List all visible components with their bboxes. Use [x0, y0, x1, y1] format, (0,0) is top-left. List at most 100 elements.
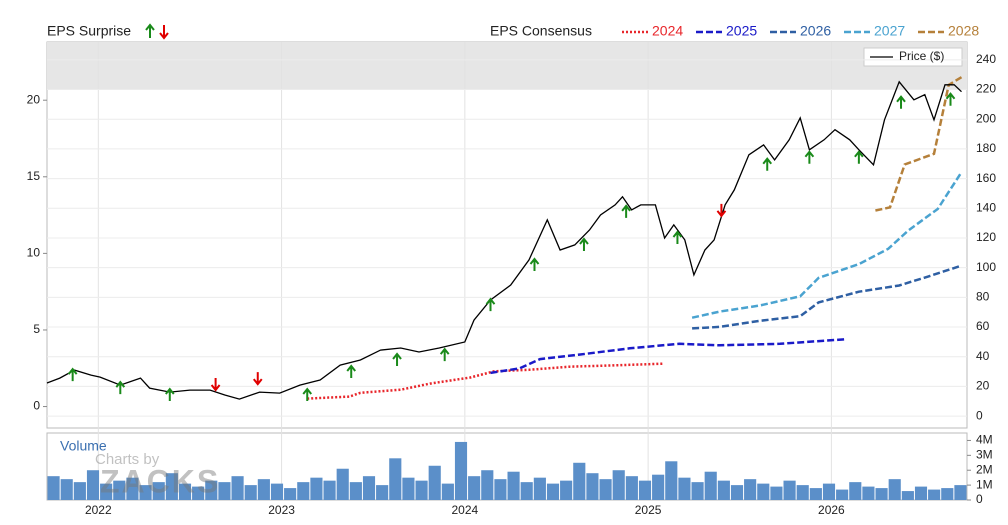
volume-bar [665, 461, 678, 500]
volume-bar [139, 485, 152, 500]
down-arrow-icon [159, 25, 169, 40]
surprise-arrow [439, 347, 450, 362]
volume-bar [573, 462, 586, 500]
volume-tick-label: 1M [976, 477, 993, 491]
volume-bar [389, 458, 402, 500]
volume-bar [901, 491, 914, 500]
volume-tick-label: 3M [976, 448, 993, 462]
volume-bar [599, 479, 612, 500]
surprise-arrow [621, 204, 631, 218]
surprise-arrow [529, 257, 540, 271]
legend-label: 2028 [948, 23, 979, 39]
y-tick-label: 10 [27, 246, 41, 260]
volume-bar [928, 489, 941, 500]
up-arrow-icon [145, 23, 155, 38]
surprise-arrow [804, 150, 815, 164]
surprise-arrow [115, 380, 126, 395]
volume-bar [862, 486, 875, 500]
volume-bar [402, 477, 415, 500]
volume-bar [297, 482, 310, 500]
volume-bar [809, 488, 822, 500]
top-band [47, 42, 967, 90]
volume-bar [47, 476, 60, 500]
consensus-label: EPS Consensus [490, 23, 592, 39]
volume-bar [770, 486, 783, 500]
volume-bar [73, 482, 86, 500]
volume-bar [86, 470, 100, 500]
legend-label: 2025 [726, 23, 757, 39]
volume-bar [126, 477, 139, 500]
volume-bar [836, 489, 849, 500]
surprise-arrow [896, 95, 906, 109]
volume-tick-label: 2M [976, 462, 993, 476]
volume-bar [954, 485, 967, 500]
surprise-arrow [302, 387, 313, 402]
y-tick-label: 5 [33, 322, 40, 336]
volume-bar [481, 470, 494, 500]
x-tick-label: 2026 [818, 503, 845, 517]
volume-bar [428, 465, 441, 500]
volume-bar [586, 473, 599, 500]
volume-bar [376, 485, 389, 500]
volume-bar [231, 476, 244, 500]
volume-bar [192, 486, 205, 500]
volume-tick-label: 0 [976, 492, 983, 506]
watermark: Charts by [95, 451, 160, 468]
x-tick-label: 2023 [268, 503, 295, 517]
legend-label: 2027 [874, 23, 905, 39]
volume-bar [757, 483, 770, 500]
surprise-arrow [346, 364, 357, 379]
series-line [875, 76, 963, 212]
volume-bar [454, 441, 468, 500]
y2-tick-label: 220 [976, 82, 996, 96]
plot-area [46, 41, 968, 429]
volume-bar [270, 483, 284, 500]
volume-bar [941, 488, 954, 500]
volume-bar [638, 480, 652, 500]
y2-tick-label: 0 [976, 408, 983, 422]
volume-bar [415, 480, 428, 500]
volume-bar [914, 486, 928, 500]
volume-bar [560, 480, 573, 500]
volume-bar [494, 479, 507, 500]
surprise-arrow [579, 237, 589, 251]
x-tick-label: 2024 [451, 503, 478, 517]
volume-bar [362, 476, 376, 500]
volume-bar [323, 480, 336, 500]
volume-bar [218, 482, 231, 500]
y2-tick-label: 20 [976, 379, 990, 393]
volume-bar [533, 477, 546, 500]
y2-tick-label: 200 [976, 111, 996, 125]
surprise-arrow [165, 387, 175, 402]
x-tick-label: 2025 [635, 503, 662, 517]
volume-tick-label: 4M [976, 433, 993, 447]
y2-tick-label: 120 [976, 230, 996, 244]
volume-bar [678, 477, 691, 500]
volume-bar [612, 470, 625, 500]
price-legend-box [863, 47, 963, 67]
y2-tick-label: 180 [976, 141, 996, 155]
surprise-arrow [672, 230, 683, 244]
volume-bar [310, 477, 323, 500]
y2-tick-label: 40 [976, 349, 990, 363]
volume-bar [507, 471, 520, 500]
y2-tick-label: 80 [976, 290, 990, 304]
volume-bar [849, 482, 862, 500]
volume-bar [165, 473, 178, 500]
legend-label: Price ($) [899, 49, 944, 63]
surprise-arrow [716, 203, 727, 218]
series-line [490, 337, 847, 375]
volume-bar [730, 485, 744, 500]
y2-tick-label: 60 [976, 319, 990, 333]
volume-bar [691, 482, 704, 500]
series-line [307, 362, 663, 400]
volume-bar [717, 480, 730, 500]
volume-bar [100, 483, 113, 500]
volume-bar [113, 480, 126, 500]
volume-bar [349, 482, 362, 500]
y2-tick-label: 160 [976, 171, 996, 185]
volume-bar [888, 479, 901, 500]
volume-bar [178, 483, 192, 500]
volume-bar [520, 482, 533, 500]
volume-bar [704, 471, 717, 500]
